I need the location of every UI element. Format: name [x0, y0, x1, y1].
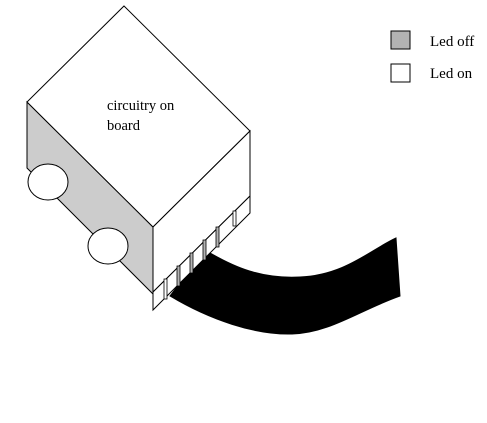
black-track-line: [169, 237, 401, 335]
legend-label-led-off: Led off: [430, 34, 474, 50]
legend: Led off Led on: [390, 30, 474, 83]
circuitry-label-line2: board: [107, 118, 141, 134]
sensor-led-on: [232, 210, 237, 227]
legend-swatch-led-on: [390, 63, 411, 83]
legend-swatch-led-off: [390, 30, 411, 50]
sensor-led-off: [176, 265, 181, 287]
sensor-led-off: [215, 226, 220, 248]
legend-label-led-on: Led on: [430, 66, 473, 82]
sensor-led-off: [189, 252, 194, 274]
sensor-led-off: [202, 239, 207, 261]
rear-wheel: [27, 163, 69, 201]
sensor-leds: [163, 210, 237, 300]
front-wheel: [87, 227, 129, 265]
circuitry-label-line1: circuitry on: [107, 98, 175, 114]
sensor-led-on: [163, 278, 168, 300]
